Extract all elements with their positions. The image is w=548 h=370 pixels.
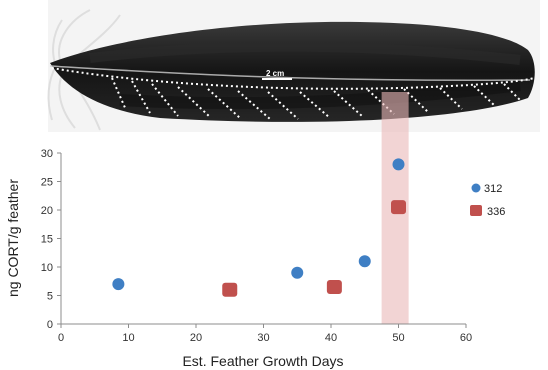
x-tick-label: 60 (460, 332, 472, 344)
y-axis-title: ng CORT/g feather (5, 179, 21, 297)
x-tick-label: 30 (257, 332, 269, 344)
legend-item-336: 336 (470, 205, 505, 218)
legend-item-312: 312 (471, 183, 502, 195)
data-points (112, 158, 406, 297)
growth-bar-lines (111, 77, 521, 120)
data-point-336 (391, 200, 406, 215)
legend: 312 336 (470, 183, 505, 218)
scale-bar-label: 2 cm (266, 69, 284, 78)
data-point-312 (112, 278, 125, 291)
legend-marker-312 (471, 183, 481, 193)
y-tick-label: 0 (47, 319, 53, 331)
x-axis-title: Est. Feather Growth Days (182, 353, 343, 369)
plot-area: 0 5 10 15 20 25 30 0 10 20 30 40 50 60 (41, 148, 472, 344)
y-tick-label: 15 (41, 234, 53, 246)
x-tick-label: 40 (325, 332, 337, 344)
data-point-312 (291, 266, 304, 279)
y-tick-label: 10 (41, 262, 53, 274)
x-tick-label: 0 (58, 332, 64, 344)
x-tick-label: 50 (392, 332, 404, 344)
legend-label-336: 336 (487, 206, 505, 218)
feather-rachis (49, 65, 531, 82)
y-tick-label: 5 (47, 291, 53, 303)
x-tick-label: 20 (190, 332, 202, 344)
y-axis-ticks: 0 5 10 15 20 25 30 (41, 148, 61, 331)
data-point-312 (392, 158, 405, 171)
x-tick-label: 10 (122, 332, 134, 344)
y-tick-label: 20 (41, 205, 53, 217)
data-point-336 (222, 282, 238, 297)
data-point-336 (326, 279, 342, 294)
data-point-312 (358, 255, 371, 268)
x-axis-ticks: 0 10 20 30 40 50 60 (58, 324, 472, 344)
growth-bar-outline (51, 67, 535, 90)
legend-marker-336 (470, 205, 482, 216)
y-tick-label: 30 (41, 148, 53, 160)
legend-label-312: 312 (484, 183, 502, 195)
y-tick-label: 25 (41, 177, 53, 189)
feather-photo: 2 cm (47, 0, 540, 132)
